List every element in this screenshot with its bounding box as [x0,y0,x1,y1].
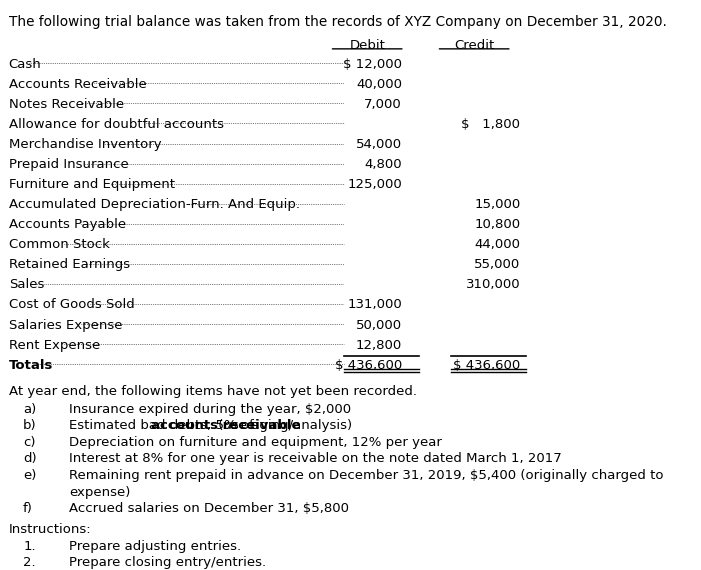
Text: Notes Receivable: Notes Receivable [8,97,124,111]
Text: 1.: 1. [23,540,36,553]
Text: 125,000: 125,000 [347,178,402,191]
Text: Accounts Payable: Accounts Payable [8,218,125,231]
Text: 44,000: 44,000 [475,238,520,251]
Text: 7,000: 7,000 [364,97,402,111]
Text: Retained Earnings: Retained Earnings [8,258,130,271]
Text: Merchandise Inventory: Merchandise Inventory [8,138,161,151]
Text: d): d) [23,453,36,466]
Text: Remaining rent prepaid in advance on December 31, 2019, $5,400 (originally charg: Remaining rent prepaid in advance on Dec… [69,469,664,482]
Text: Estimated bad debts, 5% of: Estimated bad debts, 5% of [69,420,259,432]
Text: $ 12,000: $ 12,000 [343,58,402,71]
Text: Debit: Debit [349,39,385,52]
Text: Cost of Goods Sold: Cost of Goods Sold [8,299,135,311]
Text: e): e) [23,469,36,482]
Text: 12,800: 12,800 [355,339,402,352]
Text: At year end, the following items have not yet been recorded.: At year end, the following items have no… [8,385,416,398]
Text: Totals: Totals [8,359,53,372]
Text: Rent Expense: Rent Expense [8,339,100,352]
Text: Common Stock: Common Stock [8,238,109,251]
Text: (use aging/analysis): (use aging/analysis) [215,420,353,432]
Text: Furniture and Equipment: Furniture and Equipment [8,178,175,191]
Text: 4,800: 4,800 [365,158,402,171]
Text: The following trial balance was taken from the records of XYZ Company on Decembe: The following trial balance was taken fr… [8,15,667,29]
Text: Allowance for doubtful accounts: Allowance for doubtful accounts [8,118,224,131]
Text: 54,000: 54,000 [356,138,402,151]
Text: 40,000: 40,000 [356,78,402,91]
Text: Credit: Credit [454,39,494,52]
Text: Prepare adjusting entries.: Prepare adjusting entries. [69,540,242,553]
Text: a): a) [23,403,36,416]
Text: Accumulated Depreciation-Furn. And Equip.: Accumulated Depreciation-Furn. And Equip… [8,198,299,211]
Text: Salaries Expense: Salaries Expense [8,319,122,332]
Text: Prepaid Insurance: Prepaid Insurance [8,158,128,171]
Text: expense): expense) [69,486,131,499]
Text: 10,800: 10,800 [475,218,520,231]
Text: $   1,800: $ 1,800 [461,118,520,131]
Text: f): f) [23,502,33,515]
Text: 15,000: 15,000 [474,198,520,211]
Text: 50,000: 50,000 [356,319,402,332]
Text: Cash: Cash [8,58,41,71]
Text: 131,000: 131,000 [347,299,402,311]
Text: Depreciation on furniture and equipment, 12% per year: Depreciation on furniture and equipment,… [69,436,442,449]
Text: b): b) [23,420,36,432]
Text: 55,000: 55,000 [474,258,520,271]
Text: Accounts Receivable: Accounts Receivable [8,78,147,91]
Text: Prepare closing entry/entries.: Prepare closing entry/entries. [69,556,266,569]
Text: Sales: Sales [8,278,44,291]
Text: Insurance expired during the year, $2,000: Insurance expired during the year, $2,00… [69,403,351,416]
Text: 2.: 2. [23,556,36,569]
Text: $ 436,600: $ 436,600 [453,359,520,372]
Text: Accrued salaries on December 31, $5,800: Accrued salaries on December 31, $5,800 [69,502,349,515]
Text: $ 436,600: $ 436,600 [334,359,402,372]
Text: c): c) [23,436,36,449]
Text: 310,000: 310,000 [465,278,520,291]
Text: Interest at 8% for one year is receivable on the note dated March 1, 2017: Interest at 8% for one year is receivabl… [69,453,562,466]
Text: accounts receivable: accounts receivable [151,420,300,432]
Text: Instructions:: Instructions: [8,523,91,536]
